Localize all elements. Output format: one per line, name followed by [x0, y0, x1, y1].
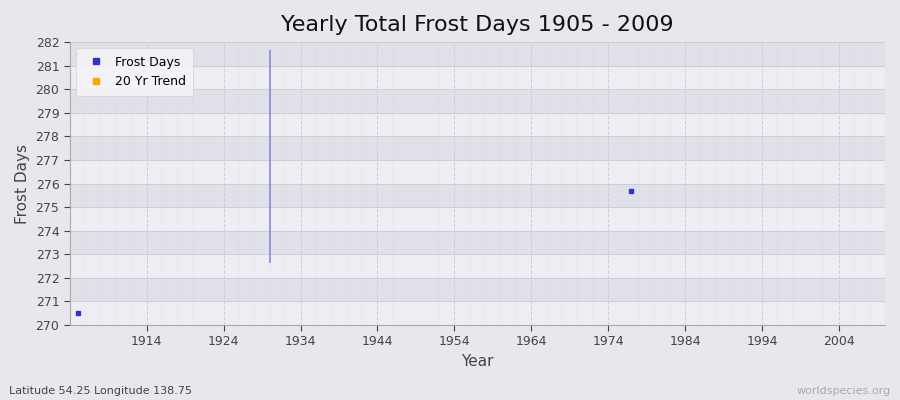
Title: Yearly Total Frost Days 1905 - 2009: Yearly Total Frost Days 1905 - 2009	[281, 15, 674, 35]
Bar	[70, 184, 885, 207]
Bar	[70, 231, 885, 254]
Bar	[70, 66, 885, 89]
Y-axis label: Frost Days: Frost Days	[15, 144, 30, 224]
Bar	[70, 302, 885, 325]
X-axis label: Year: Year	[461, 354, 494, 369]
Bar	[70, 160, 885, 184]
Text: Latitude 54.25 Longitude 138.75: Latitude 54.25 Longitude 138.75	[9, 386, 192, 396]
Bar	[70, 89, 885, 113]
Text: worldspecies.org: worldspecies.org	[796, 386, 891, 396]
Bar	[70, 254, 885, 278]
Bar	[70, 136, 885, 160]
Bar	[70, 42, 885, 66]
Bar	[70, 207, 885, 231]
Legend: Frost Days, 20 Yr Trend: Frost Days, 20 Yr Trend	[76, 48, 194, 96]
Bar	[70, 278, 885, 302]
Bar	[70, 113, 885, 136]
